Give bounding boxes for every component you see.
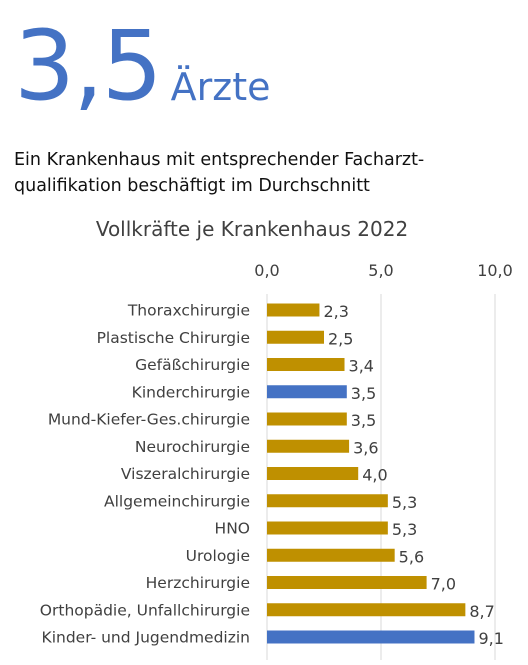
bar: [267, 467, 359, 480]
headline-value: 3,5: [14, 10, 163, 122]
data-label: 3,4: [349, 357, 374, 376]
category-label: Herzchirurgie: [146, 574, 250, 592]
headline-unit: Ärzte: [170, 65, 271, 109]
bar: [267, 521, 388, 535]
data-label: 8,7: [469, 602, 494, 621]
x-tick-label: 0,0: [254, 261, 279, 280]
bar-chart: Vollkräfte je Krankenhaus 2022 0,0 5,0 10,…: [40, 217, 513, 660]
category-label: Neurochirurgie: [135, 438, 250, 456]
data-label: 2,5: [328, 329, 353, 348]
bar: [267, 303, 320, 317]
category-label: Kinderchirurgie: [132, 383, 250, 401]
data-label: 9,1: [478, 629, 503, 648]
bar: [267, 603, 466, 617]
bar: [267, 358, 345, 371]
data-label: 4,0: [362, 466, 387, 485]
bars: Thoraxchirurgie 2,3 Plastische Chirurgie 2,…: [40, 302, 504, 649]
category-label: Orthopädie, Unfallchirurgie: [40, 601, 250, 619]
category-label: Viszeralchirurgie: [121, 465, 250, 483]
bar: [267, 494, 388, 508]
bar: [267, 439, 350, 453]
category-label: Allgemeinchirurgie: [104, 492, 250, 510]
category-label: Kinder- und Jugendmedizin: [42, 629, 250, 647]
category-label: Thoraxchirurgie: [127, 302, 250, 320]
category-label: Mund-Kiefer-Ges.chirurgie: [48, 411, 250, 429]
data-label: 5,3: [392, 493, 417, 512]
chart-title: Vollkräfte je Krankenhaus 2022: [96, 217, 408, 241]
bar: [267, 576, 427, 589]
bar: [267, 548, 395, 562]
data-label: 3,6: [353, 438, 378, 457]
data-label: 7,0: [431, 575, 456, 594]
bar-highlighted: [267, 385, 347, 399]
data-label: 3,5: [351, 384, 376, 403]
headline: 3,5 Ärzte: [14, 18, 271, 114]
category-label: HNO: [215, 520, 250, 538]
data-label: 3,5: [351, 411, 376, 430]
x-tick-label: 10,0: [477, 261, 513, 280]
data-label: 5,6: [399, 547, 424, 566]
bar: [267, 330, 324, 344]
bar-highlighted: [267, 630, 475, 644]
x-axis-ticks: 0,0 5,0 10,0: [254, 261, 513, 280]
data-label: 2,3: [323, 302, 348, 321]
category-label: Urologie: [186, 547, 250, 565]
category-label: Plastische Chirurgie: [97, 329, 250, 347]
category-label: Gefäßchirurgie: [135, 356, 250, 374]
bar: [267, 412, 347, 426]
data-label: 5,3: [392, 520, 417, 539]
x-tick-label: 5,0: [368, 261, 393, 280]
subtitle: Ein Krankenhaus mit entsprechender Facha…: [14, 150, 425, 196]
